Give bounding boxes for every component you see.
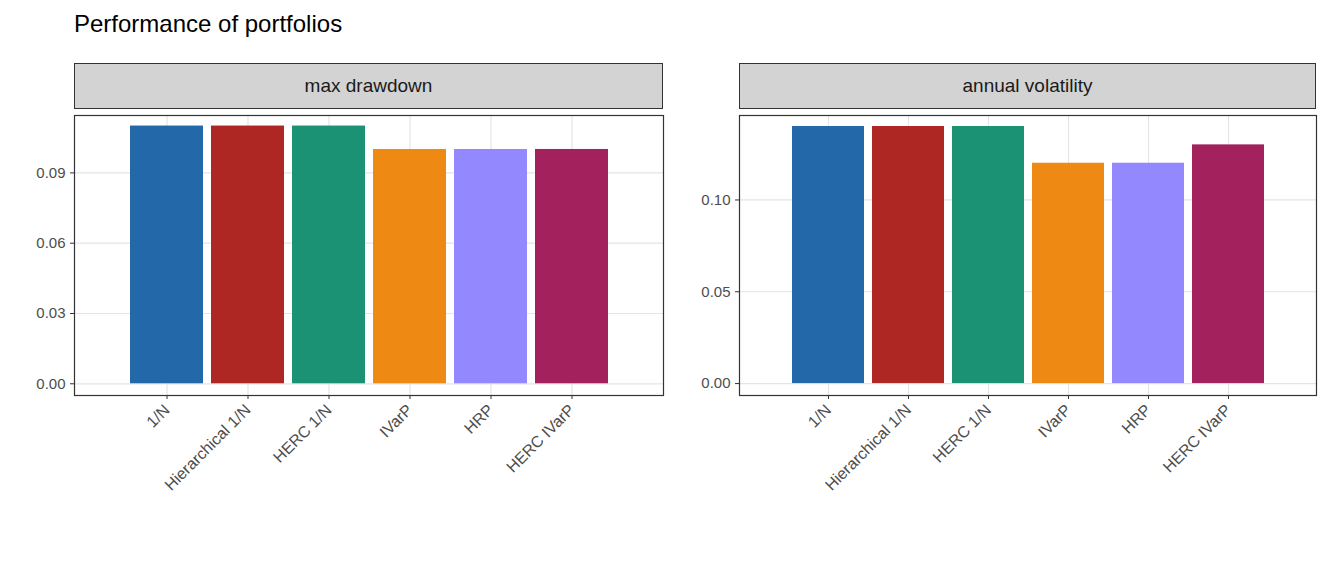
svg-text:HERC IVarP: HERC IVarP — [1160, 401, 1235, 476]
svg-text:0.05: 0.05 — [701, 283, 730, 300]
svg-text:Hierarchical 1/N: Hierarchical 1/N — [822, 401, 914, 493]
svg-text:HERC 1/N: HERC 1/N — [929, 401, 994, 466]
svg-text:HRP: HRP — [461, 401, 497, 437]
svg-text:0.00: 0.00 — [701, 374, 730, 391]
svg-text:Hierarchical 1/N: Hierarchical 1/N — [161, 401, 253, 493]
svg-text:HERC 1/N: HERC 1/N — [270, 401, 335, 466]
html-text:annual volatility: annual volatility — [962, 75, 1093, 96]
svg-text:1/N: 1/N — [143, 401, 173, 431]
svg-text:HERC IVarP: HERC IVarP — [503, 401, 578, 476]
svg-text:0.00: 0.00 — [36, 375, 65, 392]
svg-text:0.06: 0.06 — [36, 234, 65, 251]
svg-text:0.10: 0.10 — [701, 191, 730, 208]
html-text:Performance of portfolios: Performance of portfolios — [74, 10, 343, 37]
svg-text:0.09: 0.09 — [36, 164, 65, 181]
html-text:max drawdown: max drawdown — [304, 75, 433, 96]
svg-text:IVarP: IVarP — [376, 401, 415, 440]
svg-text:1/N: 1/N — [805, 401, 835, 431]
svg-text:0.03: 0.03 — [36, 304, 65, 321]
svg-text:IVarP: IVarP — [1035, 401, 1074, 440]
svg-text:HRP: HRP — [1118, 401, 1154, 437]
